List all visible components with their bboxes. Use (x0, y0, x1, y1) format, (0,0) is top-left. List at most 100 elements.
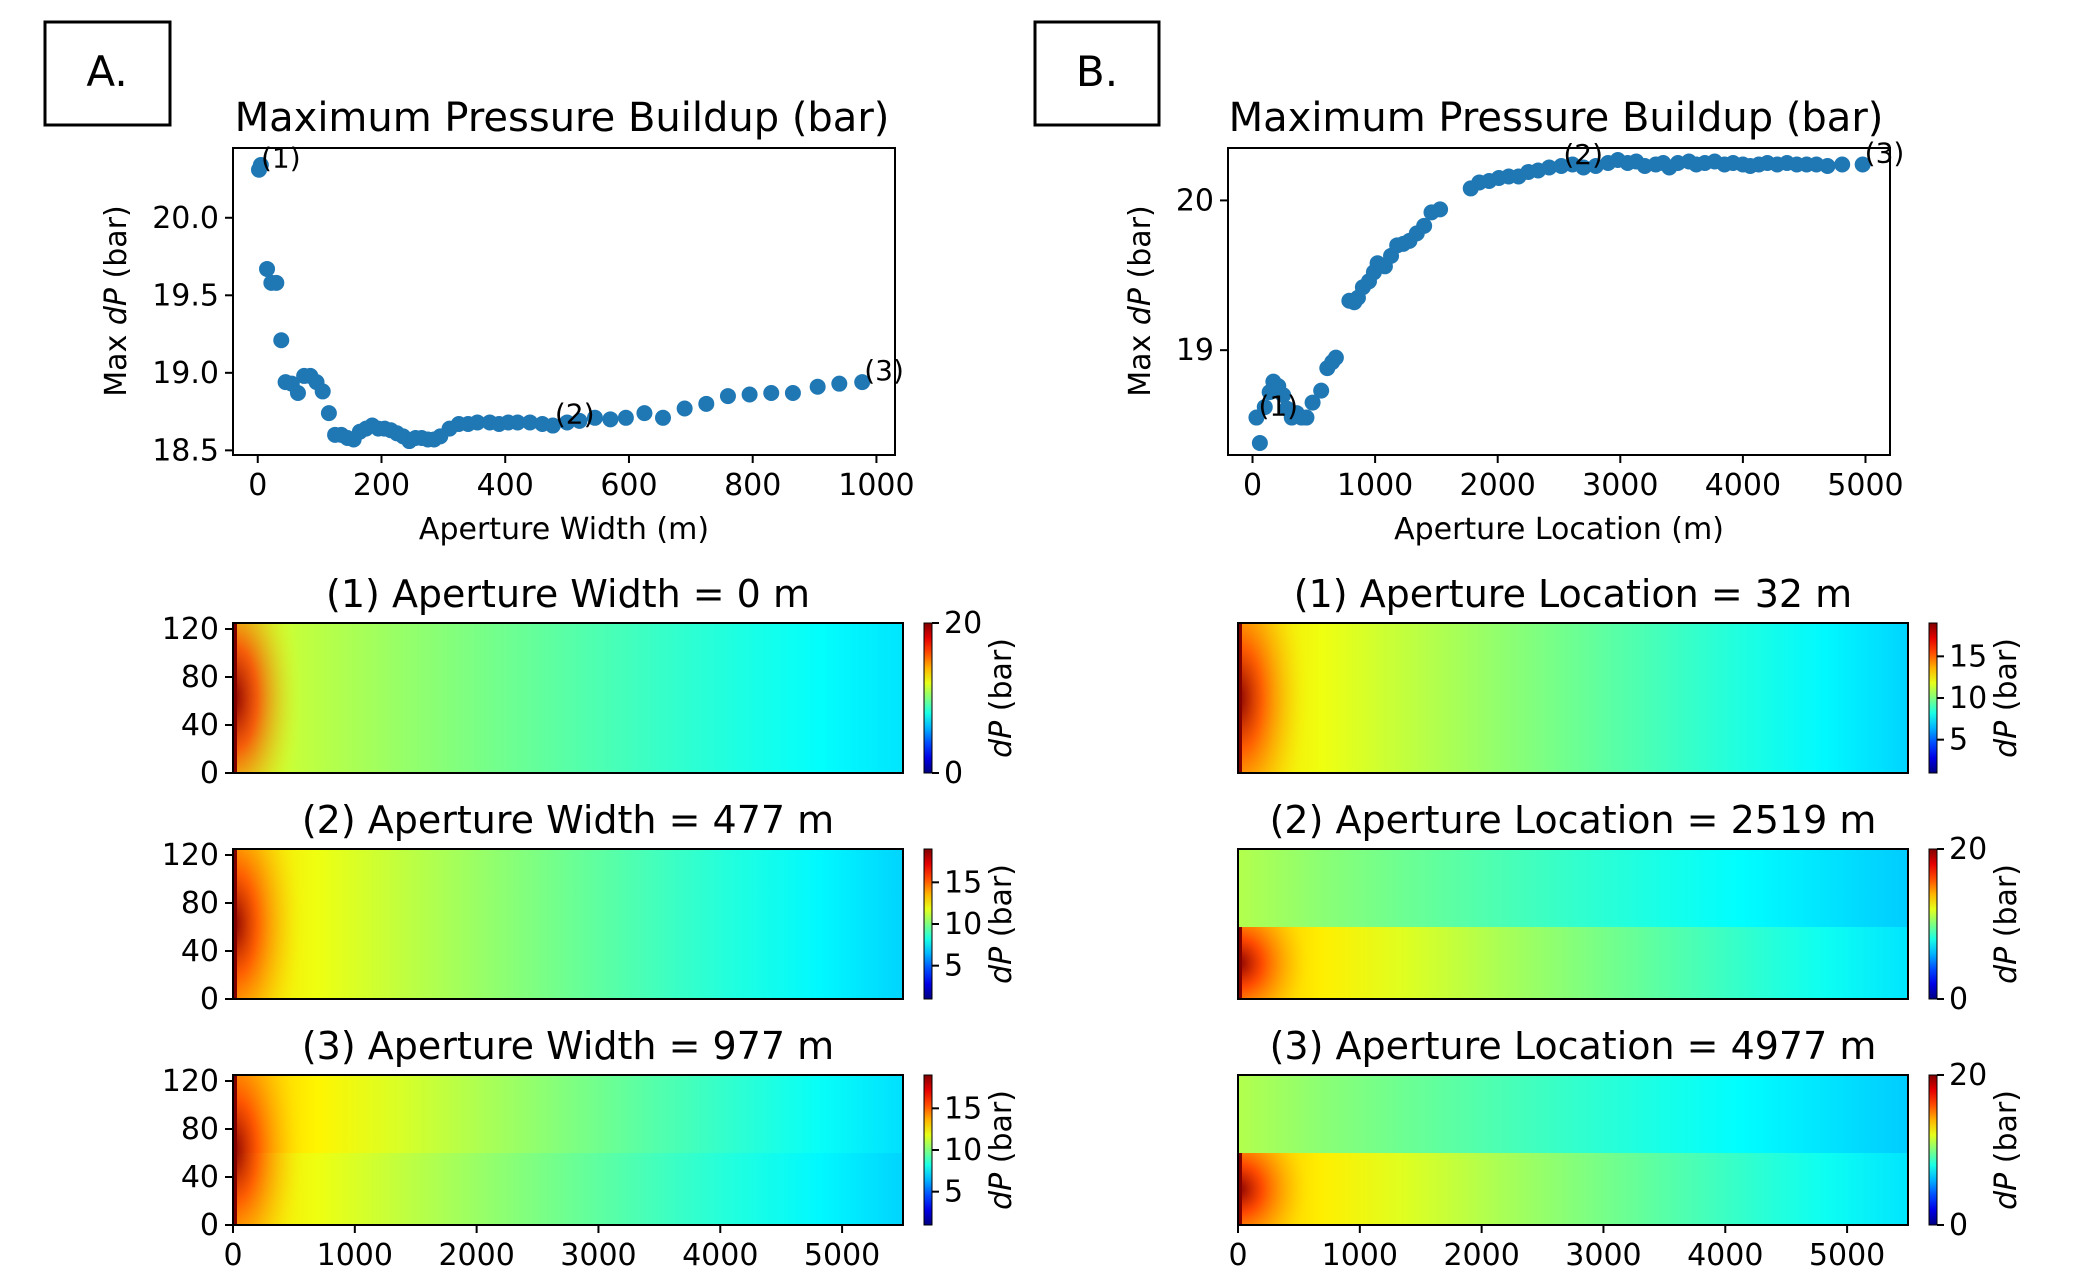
heatmap-injection-well (1238, 1153, 1242, 1225)
heatmap-frame (232, 622, 904, 774)
y-axis-label-var: dP (1123, 287, 1158, 325)
data-point (698, 395, 715, 412)
data-point (1327, 349, 1344, 366)
y-tick-label: 120 (162, 838, 219, 873)
colorbar-label-unit: (bar) (1989, 864, 2024, 947)
x-tick-label: 0 (1228, 1238, 1247, 1273)
x-tick-label: 5000 (1809, 1238, 1885, 1273)
heatmap-lower-layer (1238, 927, 1908, 999)
heatmap-injection-zone (1238, 623, 1308, 773)
x-axis: 0 200 400 600 800 1000 (248, 455, 915, 503)
panel-label-b-text: B. (1076, 47, 1118, 96)
scatter-chart-aperture-width: Maximum Pressure Buildup (bar) 0 200 400 60… (99, 95, 915, 547)
data-point (1298, 409, 1315, 426)
colorbar-label-var: dP (1989, 946, 2024, 984)
annotations: (1) (2) (3) (261, 142, 904, 431)
colorbar-tick-label: 5 (944, 1175, 963, 1210)
heatmap-frame (1237, 622, 1909, 774)
data-point (273, 332, 290, 349)
heatmap-injection-well (1238, 623, 1242, 773)
y-tick-label: 40 (181, 1160, 219, 1195)
y-axis-label-prefix: Max (1123, 325, 1158, 397)
point-annotation: (3) (864, 354, 904, 387)
colorbar (923, 1074, 933, 1226)
point-annotation: (2) (1563, 138, 1603, 171)
x-tick-label: 2000 (438, 1238, 514, 1273)
data-point (252, 157, 269, 174)
colorbar-tick-label: 10 (944, 1133, 982, 1168)
data-point (617, 409, 634, 426)
x-tick-label: 200 (353, 468, 410, 503)
data-points (1248, 151, 1871, 452)
y-axis-label: Max dP (bar) (99, 205, 134, 396)
colorbar-tick-label: 15 (1949, 639, 1987, 674)
y-tick-label: 20 (1176, 183, 1214, 218)
panel-label-b: B. (1033, 20, 1161, 127)
y-tick-label: 80 (181, 1112, 219, 1147)
point-annotation: (1) (1258, 390, 1298, 423)
y-tick-label: 19.0 (152, 356, 219, 391)
x-tick-label: 0 (248, 468, 267, 503)
heatmap-upper-layer (233, 1075, 903, 1153)
x-tick-label: 3000 (1565, 1238, 1641, 1273)
x-tick-label: 600 (600, 468, 657, 503)
colorbar-tick-label: 20 (1949, 832, 1987, 867)
heatmap-upper-layer (1238, 1075, 1908, 1153)
y-tick-label: 40 (181, 934, 219, 969)
data-point (1575, 159, 1592, 176)
heatmap-aperture-location-4977: (3) Aperture Location = 4977 m 0 1000 2000 3… (1228, 1024, 2024, 1273)
heatmap-upper-layer (1238, 849, 1908, 927)
data-point (636, 405, 653, 422)
colorbar-label: dP (bar) (1989, 1090, 2024, 1210)
colorbar (1928, 1074, 1938, 1226)
colorbar-tick-label: 20 (1949, 1058, 1987, 1093)
data-point (1256, 399, 1273, 416)
y-tick-label: 20.0 (152, 201, 219, 236)
chart-title: Maximum Pressure Buildup (bar) (1229, 95, 1884, 141)
x-tick-label: 3000 (1582, 468, 1658, 503)
colorbar-tick-label: 10 (944, 907, 982, 942)
colorbar-tick-label: 10 (1949, 681, 1987, 716)
data-point (268, 274, 285, 291)
heatmap-upper-layer (233, 623, 903, 701)
data-point (1416, 217, 1433, 234)
colorbar-label: dP (bar) (984, 864, 1019, 984)
y-tick-label: 0 (200, 756, 219, 791)
colorbar-label-var: dP (984, 1172, 1019, 1210)
y-axis-label-prefix: Max (99, 325, 134, 397)
data-points (250, 157, 871, 450)
colorbar-tick-label: 5 (944, 949, 963, 984)
heatmap-title: (2) Aperture Location = 2519 m (1270, 798, 1877, 842)
x-tick-label: 4000 (1705, 468, 1781, 503)
colorbar-label-unit: (bar) (1989, 1090, 2024, 1173)
colorbar-tick-label: 5 (1949, 723, 1968, 758)
data-point (559, 414, 576, 431)
data-point (1304, 394, 1321, 411)
data-point (809, 378, 826, 395)
y-axis-label: Max dP (bar) (1123, 205, 1158, 396)
data-point (586, 409, 603, 426)
data-point (1587, 157, 1604, 174)
colorbar-label: dP (bar) (1989, 638, 2024, 758)
heatmap-title: (3) Aperture Location = 4977 m (1270, 1024, 1877, 1068)
colorbar-label-unit: (bar) (984, 638, 1019, 721)
heatmap-injection-zone (1238, 927, 1308, 999)
data-point (509, 414, 526, 431)
colorbar (1928, 622, 1938, 774)
heatmap-title: (1) Aperture Location = 32 m (1294, 572, 1852, 616)
colorbar-label-unit: (bar) (1989, 638, 2024, 721)
data-point (1854, 156, 1871, 173)
colorbar-tick-label: 15 (944, 1091, 982, 1126)
data-point (1251, 435, 1268, 452)
heatmap-lower-layer (233, 701, 903, 773)
panel-label-a-text: A. (86, 47, 127, 96)
annotations: (1) (2) (3) (1258, 136, 1904, 422)
heatmap-injection-zone (233, 623, 303, 773)
y-tick-label: 80 (181, 660, 219, 695)
data-point (602, 411, 619, 428)
data-point (314, 383, 331, 400)
